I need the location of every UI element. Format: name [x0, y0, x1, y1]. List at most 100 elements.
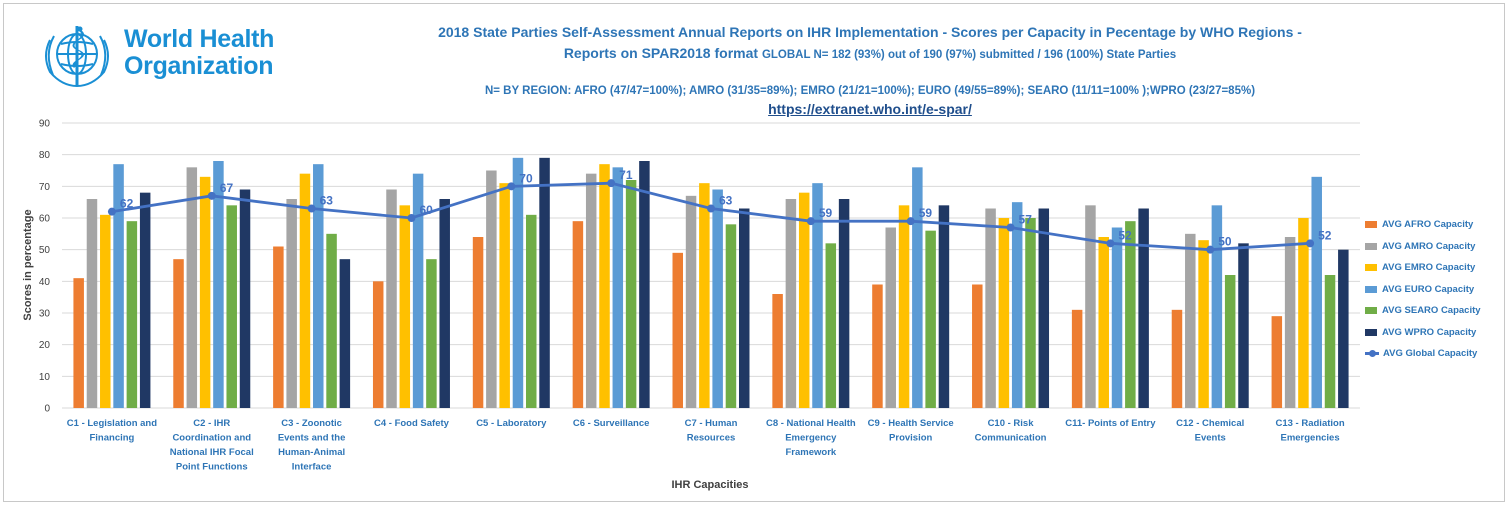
- chart-legend: AVG AFRO Capacity AVG AMRO Capacity AVG EM…: [1365, 214, 1481, 365]
- bar-emro: [599, 164, 610, 408]
- x-tick-label-line: C10 - Risk: [988, 418, 1035, 429]
- global-data-label: 63: [719, 194, 733, 208]
- legend-item-searo: AVG SEARO Capacity: [1365, 300, 1481, 322]
- legend-swatch: [1365, 242, 1377, 250]
- x-tick-label: C5 - Laboratory: [476, 418, 547, 429]
- global-data-label: 57: [1019, 213, 1033, 227]
- logo-line-2: Organization: [124, 52, 274, 80]
- x-tick-label-line: C8 - National Health: [766, 418, 856, 429]
- bar-emro: [1298, 218, 1309, 408]
- bar-searo: [226, 205, 237, 408]
- bar-euro: [1311, 176, 1322, 408]
- legend-line-marker: [1365, 349, 1379, 358]
- legend-swatch: [1365, 307, 1377, 315]
- global-point: [407, 214, 416, 222]
- bar-searo: [426, 259, 437, 408]
- x-tick-label-line: C2 - IHR: [193, 418, 230, 429]
- y-tick-label: 70: [39, 182, 51, 193]
- bar-euro: [712, 189, 723, 408]
- bar-afro: [672, 252, 683, 408]
- x-tick-label-line: C11- Points of Entry: [1065, 418, 1156, 429]
- series-searo: [126, 180, 1336, 408]
- gridlines: [62, 122, 1360, 409]
- bar-emro: [699, 183, 710, 408]
- bar-emro: [299, 173, 311, 408]
- bar-searo: [1025, 218, 1036, 408]
- legend-label: AVG WPRO Capacity: [1382, 326, 1477, 338]
- bar-euro: [113, 164, 124, 408]
- global-data-label: 60: [419, 203, 433, 217]
- bar-wpro: [339, 259, 351, 408]
- bar-afro: [772, 294, 783, 408]
- bar-afro: [1071, 309, 1083, 408]
- legend-item-amro: AVG AMRO Capacity: [1365, 236, 1481, 258]
- chart-frame: [3, 3, 1505, 502]
- bar-amro: [1185, 233, 1196, 408]
- x-tick-label-line: C12 - Chemical: [1176, 418, 1244, 429]
- bar-searo: [1224, 275, 1236, 408]
- bar-amro: [386, 189, 397, 408]
- e-spar-link[interactable]: https://extranet.who.int/e-spar/: [768, 101, 972, 117]
- bar-emro: [798, 192, 810, 408]
- global-data-label: 63: [320, 194, 334, 208]
- x-tick-label-line: Human-Animal: [278, 447, 345, 458]
- bar-searo: [725, 224, 737, 408]
- chart-title: 2018 State Parties Self-Assessment Annua…: [438, 24, 1302, 40]
- y-axis-ticks: 0 10 20 30 40 50 60 70 80 90: [39, 119, 51, 415]
- global-data-label: 50: [1218, 235, 1232, 249]
- who-logo-text: World Health Organization: [124, 26, 274, 80]
- legend-label: AVG SEARO Capacity: [1382, 305, 1481, 317]
- bar-amro: [286, 199, 297, 408]
- bar-afro: [972, 284, 983, 408]
- global-point: [1106, 239, 1115, 248]
- global-data-label: 71: [619, 168, 633, 182]
- global-point: [207, 191, 216, 200]
- series-wpro: [139, 157, 1349, 408]
- bar-searo: [1324, 275, 1336, 408]
- bar-searo: [925, 230, 936, 408]
- legend-item-emro: AVG EMRO Capacity: [1365, 257, 1481, 279]
- bar-searo: [326, 233, 337, 408]
- bar-euro: [412, 173, 424, 408]
- bar-amro: [486, 170, 497, 408]
- global-point: [607, 179, 616, 188]
- x-tick-label-line: Framework: [786, 447, 837, 458]
- bar-afro: [73, 278, 84, 408]
- legend-label: AVG AMRO Capacity: [1382, 240, 1476, 252]
- bar-wpro: [539, 157, 550, 408]
- x-tick-label-line: Interface: [292, 462, 332, 473]
- x-tick-label-line: C3 - Zoonotic: [281, 418, 342, 429]
- bar-emro: [1198, 240, 1209, 408]
- bar-euro: [213, 161, 224, 408]
- bar-amro: [885, 227, 896, 408]
- bar-series: [73, 157, 1349, 408]
- bar-afro: [273, 246, 284, 408]
- bar-searo: [1125, 221, 1136, 408]
- who-emblem-icon: [45, 26, 109, 88]
- x-tick-label: C11- Points of Entry: [1065, 418, 1156, 429]
- global-data-label: 52: [1118, 228, 1132, 242]
- bar-euro: [313, 164, 324, 408]
- y-tick-label: 60: [39, 214, 51, 225]
- legend-label: AVG EMRO Capacity: [1382, 262, 1476, 274]
- series-amro: [86, 167, 1296, 408]
- legend-item-global: AVG Global Capacity: [1365, 343, 1481, 365]
- x-tick-label: C1 - Legislation and Financing: [67, 418, 157, 444]
- bar-amro: [1284, 237, 1296, 408]
- legend-item-wpro: AVG WPRO Capacity: [1365, 322, 1481, 344]
- x-tick-label: C6 - Surveillance: [573, 418, 650, 429]
- bar-amro: [785, 199, 797, 408]
- x-tick-label-line: Emergency: [785, 433, 837, 444]
- global-data-label: 59: [819, 206, 833, 220]
- global-point: [107, 207, 116, 216]
- x-tick-label-line: Financing: [89, 433, 134, 444]
- y-tick-label: 80: [39, 150, 51, 161]
- y-axis-label: Scores in percentage: [22, 209, 34, 320]
- bar-wpro: [1138, 208, 1149, 408]
- bar-amro: [585, 173, 597, 408]
- chart-header: 2018 State Parties Self-Assessment Annua…: [300, 22, 1440, 118]
- global-point: [1206, 245, 1215, 254]
- logo-line-1: World Health: [124, 25, 275, 53]
- global-data-label: 59: [919, 206, 933, 220]
- bar-euro: [1211, 205, 1223, 408]
